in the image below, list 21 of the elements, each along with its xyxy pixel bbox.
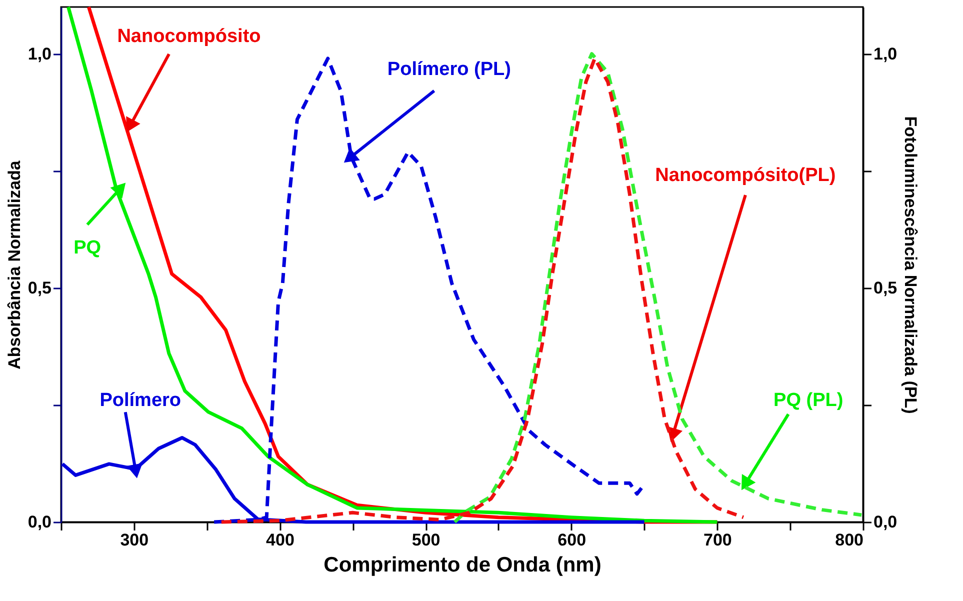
annotation: Nanocompósito(PL): [655, 165, 836, 186]
x-tick-label: 500: [412, 530, 440, 550]
annotation: Polímero (PL): [387, 58, 511, 80]
annotation: Nanocompósito: [117, 26, 261, 48]
x-tick-label: 700: [703, 530, 732, 550]
y-tick-label: 1,0: [28, 44, 52, 64]
y-tick-label: 0,0: [28, 512, 52, 532]
y2-tick-label: 1,0: [874, 44, 898, 64]
y-axis-title: Absorbância Normalizada: [4, 160, 24, 370]
x-axis-title: Comprimento de Onda (nm): [324, 554, 602, 576]
x-tick-label: 800: [835, 530, 864, 550]
x-tick-label: 600: [558, 530, 586, 550]
annotation: Polímero: [100, 390, 182, 412]
y2-tick-label: 0,5: [874, 278, 898, 298]
annotation: PQ (PL): [774, 390, 844, 412]
x-tick-label: 300: [120, 530, 149, 550]
y2-axis-title: Fotoluminescência Normalizada (PL): [901, 116, 920, 414]
y2-tick-label: 0,0: [874, 512, 898, 532]
y-tick-label: 0,5: [28, 278, 52, 298]
annotation: PQ: [74, 238, 102, 259]
x-tick-label: 400: [266, 530, 294, 550]
